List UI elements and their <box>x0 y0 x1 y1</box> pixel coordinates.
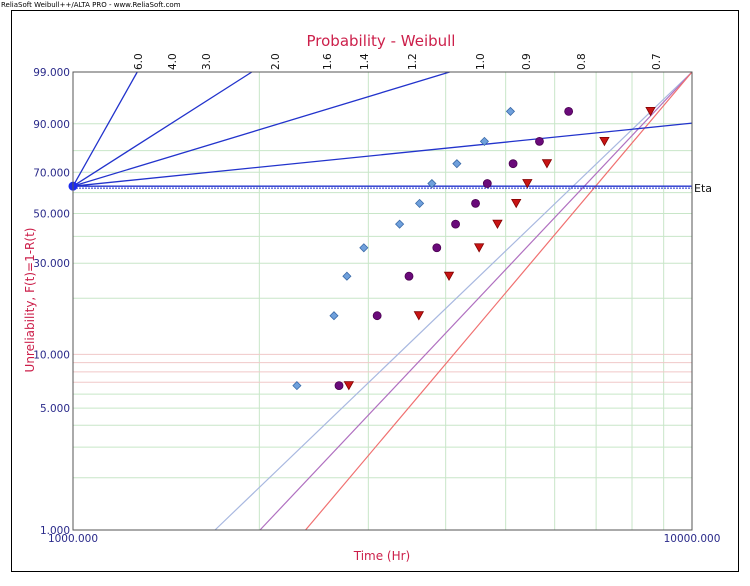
data-point-diamond <box>359 243 369 253</box>
fit-line <box>214 71 693 531</box>
beta-tick-label: 0.8 <box>576 53 588 70</box>
x-tick-label: 10000.000 <box>664 533 721 545</box>
beta-tick-label: 1.6 <box>322 53 334 70</box>
data-point-diamond <box>329 311 339 321</box>
data-point-circle <box>451 219 460 229</box>
data-point-triangle <box>645 107 656 117</box>
data-point-circle <box>372 311 382 321</box>
data-point-triangle <box>473 243 485 253</box>
beta-tick-label: 1.4 <box>359 53 371 70</box>
beta-tick-label: 1.0 <box>475 53 487 70</box>
plot-border <box>11 10 739 572</box>
y-tick-label: 50.000 <box>33 209 70 221</box>
data-points <box>292 106 656 391</box>
y-axis-label: Unreliability, F(t)=1-R(t) <box>23 228 37 373</box>
fit-lines <box>214 71 693 531</box>
data-point-triangle <box>522 179 533 189</box>
beta-tick-label: 4.0 <box>167 53 179 70</box>
y-tick-label: 10.000 <box>33 349 70 361</box>
beta-scale-lines <box>68 71 693 191</box>
y-tick-label: 5.000 <box>40 403 70 415</box>
data-point-triangle <box>541 159 553 169</box>
fit-line <box>305 71 693 531</box>
chart-labels: 1.000 5.000 10.000 30.000 50.000 70.000 90.000… <box>23 32 720 563</box>
data-point-diamond <box>427 178 437 189</box>
header-text: ReliaSoft Weibull++/ALTA PRO - www.Relia… <box>1 1 181 9</box>
grid-lines <box>73 71 692 531</box>
chart-title: Probability - Weibull <box>307 32 456 50</box>
data-point-diamond <box>342 271 352 281</box>
data-point-triangle <box>492 219 503 229</box>
beta-line <box>72 71 253 187</box>
x-tick-label: 1000.000 <box>48 533 98 545</box>
data-point-circle <box>432 243 442 253</box>
data-point-diamond <box>452 159 462 169</box>
data-point-triangle <box>343 381 355 391</box>
beta-tick-label: 0.7 <box>651 53 663 70</box>
data-point-circle <box>508 159 518 169</box>
data-point-circle <box>564 107 574 116</box>
beta-line <box>72 71 450 187</box>
y-tick-label: 70.000 <box>33 167 70 179</box>
axes <box>72 71 693 531</box>
data-point-triangle <box>511 198 522 209</box>
data-point-diamond <box>292 381 302 391</box>
plot-area-frame <box>72 71 693 531</box>
beta-tick-label: 1.2 <box>407 53 419 70</box>
eta-label: Eta <box>694 182 712 195</box>
y-tick-label: 30.000 <box>33 258 70 270</box>
data-point-circle <box>334 381 344 391</box>
beta-tick-label: 3.0 <box>201 53 213 70</box>
data-point-circle <box>404 271 414 281</box>
beta-tick-label: 0.9 <box>521 53 533 70</box>
data-point-triangle <box>599 136 610 147</box>
data-point-circle <box>535 136 544 146</box>
data-point-diamond <box>395 219 405 229</box>
beta-tick-label: 6.0 <box>133 53 145 70</box>
data-point-diamond <box>415 198 425 208</box>
x-axis-label: Time (Hr) <box>353 549 411 563</box>
y-tick-label: 1.000 <box>40 525 70 537</box>
data-point-diamond <box>479 136 489 146</box>
data-point-circle <box>482 179 492 188</box>
y-tick-label: 99.000 <box>33 67 70 79</box>
y-tick-label: 90.000 <box>33 119 70 131</box>
data-point-circle <box>471 198 480 208</box>
data-point-diamond <box>505 106 516 116</box>
fit-line <box>259 71 693 531</box>
beta-tick-label: 2.0 <box>270 53 282 70</box>
beta-line <box>72 71 138 187</box>
data-point-triangle <box>413 311 425 321</box>
beta-line <box>72 122 693 187</box>
data-point-triangle <box>443 271 455 282</box>
